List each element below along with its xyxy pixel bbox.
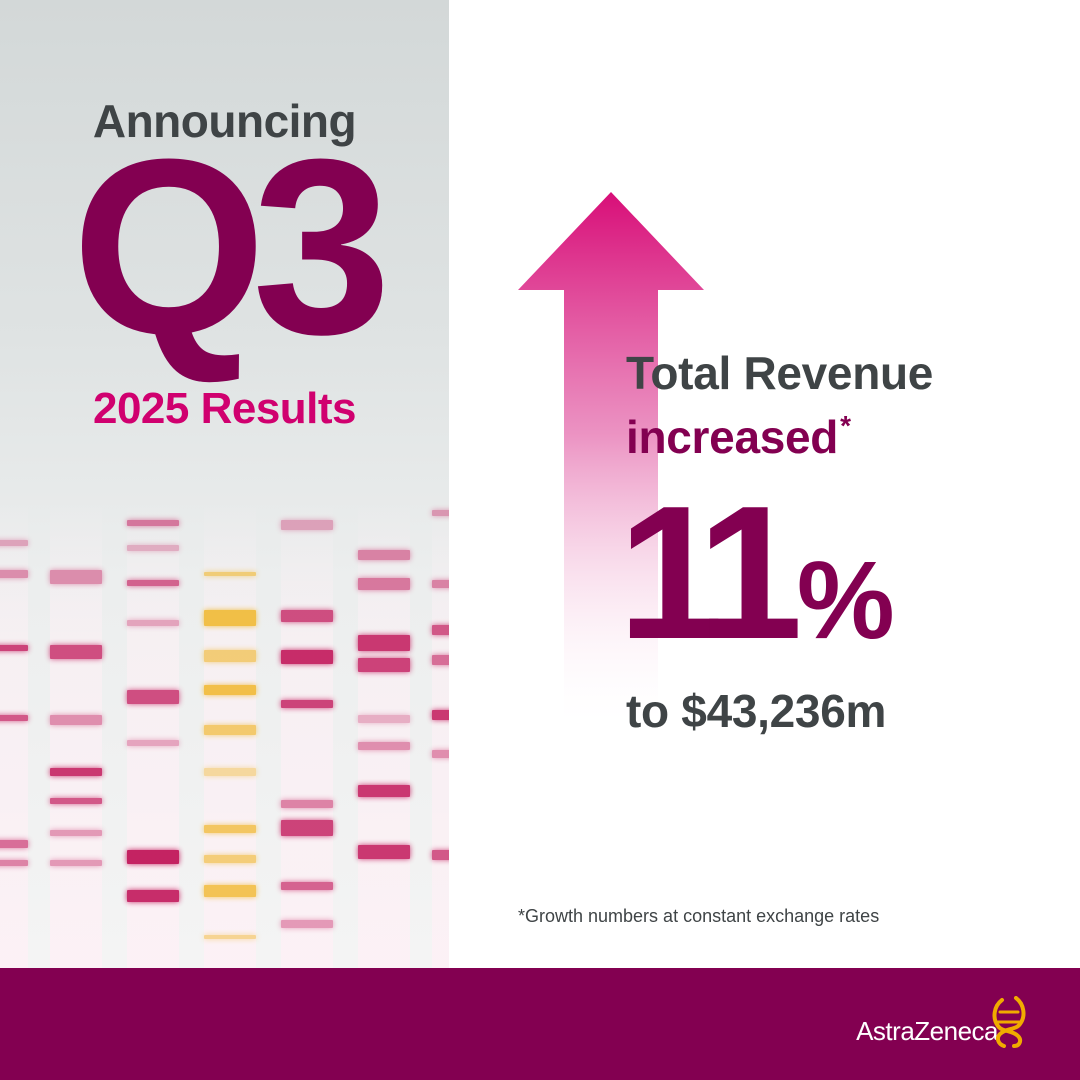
gel-band xyxy=(50,570,102,584)
gel-band xyxy=(358,845,410,859)
gel-band xyxy=(281,700,333,708)
asterisk-mark: * xyxy=(840,410,851,441)
gel-band xyxy=(127,850,179,864)
gel-band xyxy=(204,885,256,897)
gel-band xyxy=(432,750,449,758)
gel-band xyxy=(204,825,256,833)
gel-band xyxy=(50,830,102,836)
gel-band xyxy=(204,685,256,695)
gel-band xyxy=(127,740,179,746)
gel-band xyxy=(281,610,333,622)
gel-band xyxy=(358,550,410,560)
gel-band xyxy=(281,820,333,836)
gel-band xyxy=(204,725,256,735)
gel-band xyxy=(358,635,410,651)
gel-band xyxy=(127,545,179,551)
gel-band xyxy=(281,882,333,890)
gel-band xyxy=(50,645,102,659)
percent-sign: % xyxy=(796,539,895,662)
gel-band xyxy=(358,742,410,750)
quarter-heading: Q3 xyxy=(71,107,392,386)
results-subheading: 2025 Results xyxy=(92,384,357,433)
gel-band xyxy=(281,800,333,808)
gel-band xyxy=(127,620,179,626)
revenue-label: Total Revenue xyxy=(626,347,934,399)
up-arrow-icon xyxy=(518,192,704,732)
gel-band xyxy=(432,850,449,860)
gel-band xyxy=(281,520,333,530)
gel-lane xyxy=(281,500,333,968)
gel-band xyxy=(50,715,102,725)
gel-band xyxy=(432,710,449,720)
growth-number: 11 xyxy=(618,467,803,679)
growth-percentage: 11% xyxy=(618,478,895,668)
gel-lane xyxy=(127,500,179,968)
gel-band xyxy=(281,650,333,664)
brand-name: AstraZeneca xyxy=(856,1016,998,1046)
gel-lane xyxy=(0,500,28,968)
gel-band xyxy=(50,798,102,804)
gel-band xyxy=(432,625,449,635)
gel-band xyxy=(0,540,28,546)
gel-band xyxy=(281,920,333,928)
gel-band xyxy=(0,715,28,721)
gel-lane xyxy=(50,500,102,968)
gel-band xyxy=(358,715,410,723)
gel-band xyxy=(358,658,410,672)
gel-band xyxy=(204,610,256,626)
gel-band xyxy=(0,840,28,848)
gel-band xyxy=(0,645,28,651)
gel-band xyxy=(358,578,410,590)
footnote: *Growth numbers at constant exchange rat… xyxy=(518,906,880,926)
gel-band xyxy=(127,520,179,526)
gel-band xyxy=(50,860,102,866)
gel-band xyxy=(50,768,102,776)
gel-band xyxy=(204,650,256,662)
gel-band xyxy=(127,690,179,704)
gel-electrophoresis-graphic xyxy=(0,500,449,968)
gel-band xyxy=(127,890,179,902)
gel-band xyxy=(204,855,256,863)
gel-band xyxy=(0,860,28,866)
astrazeneca-symbol-icon xyxy=(992,996,1026,1048)
gel-lane xyxy=(358,500,410,968)
announcing-heading: Announcing xyxy=(92,95,357,147)
gel-band xyxy=(204,768,256,776)
gel-band xyxy=(0,570,28,578)
gel-band xyxy=(204,572,256,576)
gel-lane xyxy=(204,500,256,968)
increased-text: increased xyxy=(626,411,839,463)
left-panel: Announcing Q3 2025 Results xyxy=(0,0,449,968)
gel-band xyxy=(432,580,449,588)
gel-band xyxy=(432,655,449,665)
footer-bar: AstraZeneca xyxy=(0,968,1080,1080)
gel-band xyxy=(432,510,449,516)
gel-band xyxy=(127,580,179,586)
revenue-amount: to $43,236m xyxy=(626,685,887,737)
revenue-increased-label: increased* xyxy=(626,410,851,464)
gel-lane xyxy=(432,500,449,968)
gel-band xyxy=(204,935,256,939)
gel-band xyxy=(358,785,410,797)
